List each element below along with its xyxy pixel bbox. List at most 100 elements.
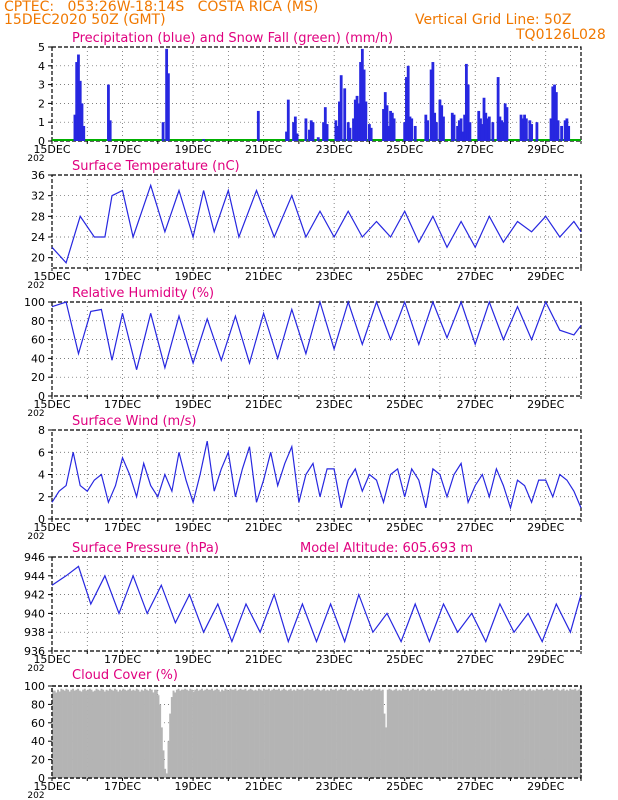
precip-bar <box>359 62 362 141</box>
precip-bar <box>293 116 297 141</box>
cloud-bar <box>207 689 210 778</box>
x-tick-label: 17DEC <box>104 398 141 411</box>
cloud-bar <box>338 689 341 778</box>
x-tick-label: 21DEC <box>245 270 282 283</box>
cloud-bar <box>378 688 381 778</box>
precip-bar <box>387 125 391 141</box>
y-tick-label: 8 <box>38 424 45 437</box>
y-tick-label: 100 <box>24 296 45 309</box>
x-year-label: 202 <box>27 281 44 291</box>
cloud-bar <box>336 690 339 778</box>
precip-bar <box>505 107 509 141</box>
cloud-bar <box>289 688 292 778</box>
precip-bar <box>308 129 311 141</box>
cloud-bar <box>400 690 403 778</box>
y-tick-label: 32 <box>31 190 45 203</box>
cloud-bar <box>266 689 269 778</box>
x-tick-label: 15DEC <box>33 143 70 156</box>
cloud-bar <box>564 690 567 778</box>
panel-frame <box>51 46 582 142</box>
precip-bar <box>554 92 558 141</box>
cloud-bar <box>539 689 542 778</box>
x-tick-label: 19DEC <box>175 398 212 411</box>
precip-bar <box>524 118 528 141</box>
cloud-bar <box>142 690 145 778</box>
cloud-bar <box>380 690 383 778</box>
cloud-bar <box>406 688 409 778</box>
cloud-bar <box>236 690 239 778</box>
precip-bar <box>311 122 315 141</box>
header-location: CPTEC: 053:26W-18:14S COSTA RICA (MS) <box>4 0 319 15</box>
panel-3: 0 2 4 6 8 15DEC 17DEC 19DEC 21DEC 23DEC 25DEC 27DEC… <box>27 414 582 542</box>
cloud-bar <box>53 690 56 778</box>
cloud-bar <box>304 689 307 778</box>
x-tick-label: 21DEC <box>245 653 282 666</box>
precip-bar <box>491 122 495 141</box>
precip-bar <box>487 116 491 141</box>
x-tick-label: 25DEC <box>386 398 423 411</box>
precip-bar <box>503 103 507 141</box>
cloud-bar <box>63 690 66 778</box>
precip-bar <box>521 118 525 141</box>
cloud-bar <box>323 688 326 778</box>
cloud-bar <box>447 689 450 778</box>
cloud-bar <box>256 690 259 778</box>
x-tick-label: 17DEC <box>104 270 141 283</box>
precip-bar <box>338 101 341 141</box>
panel-2: 0 20 40 60 80 100 15DEC 17DEC 19DEC 21DEC 23DEC 25D… <box>24 286 582 419</box>
precip-bar <box>429 69 433 141</box>
series-line <box>51 183 582 264</box>
cloud-bar <box>271 689 274 778</box>
cloud-bar <box>453 689 456 778</box>
cloud-bar <box>410 689 413 778</box>
cloud-bar <box>244 688 247 778</box>
precip-bar <box>553 84 556 141</box>
precip-bar <box>408 116 412 141</box>
cloud-bar <box>527 689 530 778</box>
cloud-bar <box>159 704 162 778</box>
cloud-bar <box>432 689 434 778</box>
cloud-bar <box>211 688 214 778</box>
cloud-bar <box>277 688 280 778</box>
cloud-bar <box>505 689 508 778</box>
precip-bar <box>304 118 308 141</box>
precip-bar <box>336 125 340 141</box>
cloud-bar <box>216 688 219 778</box>
cloud-bar <box>341 689 344 778</box>
x-tick-label: 19DEC <box>175 653 212 666</box>
x-tick-label: 23DEC <box>316 143 353 156</box>
x-tick-label: 29DEC <box>527 780 564 793</box>
precip-bar <box>450 112 454 141</box>
cloud-bar <box>483 688 486 778</box>
cloud-bar <box>460 689 463 778</box>
cloud-bar <box>375 689 378 778</box>
x-tick-label: 23DEC <box>316 270 353 283</box>
cloud-bar <box>381 689 384 778</box>
cloud-bar <box>363 688 366 778</box>
cloud-bar <box>309 689 312 778</box>
cloud-bar <box>420 689 423 778</box>
cloud-bar <box>137 689 140 778</box>
precip-bar <box>385 105 389 141</box>
cloud-bar <box>269 690 272 778</box>
precip-bar <box>519 114 523 141</box>
cloud-bar <box>72 688 75 778</box>
x-tick-label: 27DEC <box>457 521 494 534</box>
cloud-bar <box>485 690 488 778</box>
cloud-bar <box>509 690 511 778</box>
x-tick-label: 29DEC <box>527 398 564 411</box>
cloud-bar <box>197 690 200 778</box>
precip-bar <box>452 114 456 141</box>
precip-bar <box>352 118 355 141</box>
cloud-bar <box>411 688 414 778</box>
cloud-bar <box>182 689 185 778</box>
cloud-bar <box>560 689 563 778</box>
panel-frame <box>51 556 582 652</box>
x-tick-label: 25DEC <box>386 521 423 534</box>
cloud-bar <box>421 688 424 778</box>
y-tick-label: 80 <box>31 315 45 328</box>
cloud-bar <box>495 688 498 778</box>
cloud-bar <box>465 689 468 778</box>
cloud-bar <box>160 727 163 778</box>
